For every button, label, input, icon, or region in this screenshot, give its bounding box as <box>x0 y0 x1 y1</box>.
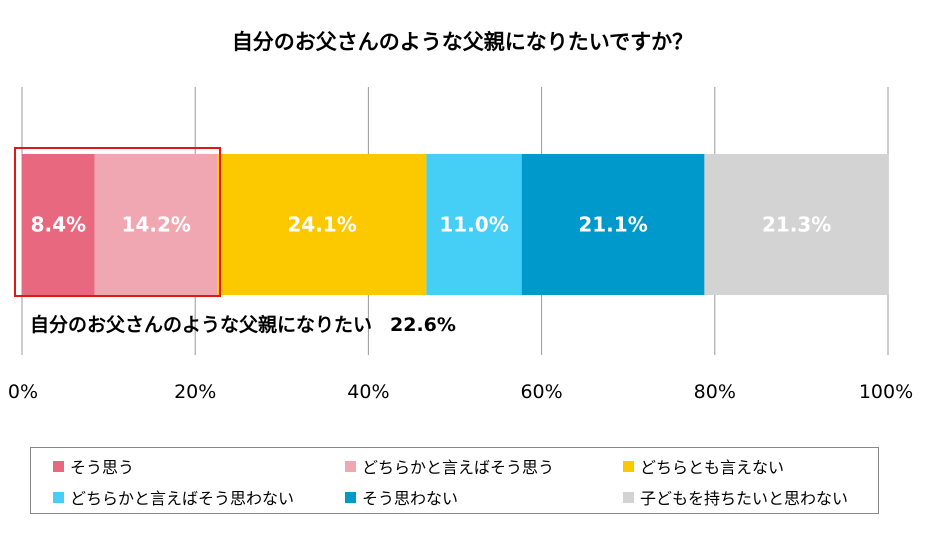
x-tick-label: 20% <box>174 381 216 403</box>
bar-segment <box>217 154 427 295</box>
bar-segment <box>94 154 218 295</box>
data-label: 14.2% <box>122 213 191 237</box>
legend-item: どちらかと言えばそう思わない <box>53 485 294 509</box>
legend-swatch <box>53 491 64 503</box>
annotation-text: 自分のお父さんのような父親になりたい <box>30 314 373 336</box>
x-tick-label: 60% <box>520 381 562 403</box>
stacked-bar-chart: 8.4% 14.2% 24.1% 11.0% 21.1% 21.3% 0% 20% 40% 60… <box>8 87 913 403</box>
legend-swatch <box>345 491 356 503</box>
legend-swatch <box>53 460 64 472</box>
legend-label: そう思わない <box>362 489 459 508</box>
highlight-box <box>14 147 221 297</box>
bar-segment <box>426 154 522 295</box>
x-axis-tick-labels: 0% 20% 40% 60% 80% 100% <box>8 381 913 403</box>
legend-label: どちらかと言えばそう思う <box>362 458 555 477</box>
data-label: 11.0% <box>439 213 508 237</box>
legend-label: そう思う <box>70 458 135 477</box>
bar-segment <box>704 154 889 295</box>
data-label: 21.1% <box>578 213 647 237</box>
legend-swatch <box>623 491 634 503</box>
bar-segments <box>22 154 889 295</box>
bar-segment <box>521 154 705 295</box>
legend-item: どちらかと言えばそう思う <box>345 454 554 478</box>
annotation-summary: 自分のお父さんのような父親になりたい 22.6% <box>30 310 456 337</box>
bar-segment <box>22 154 95 295</box>
data-label: 8.4% <box>31 213 86 237</box>
legend-label: どちらかと言えばそう思わない <box>70 489 295 508</box>
legend-item: どちらとも言えない <box>623 454 784 478</box>
segment-labels: 8.4% 14.2% 24.1% 11.0% 21.1% 21.3% <box>31 213 832 237</box>
legend: そう思う どちらかと言えばそう思う どちらとも言えないどちらかと言えばそう思わない そ… <box>30 447 879 514</box>
x-tick-label: 80% <box>694 381 736 403</box>
x-tick-label: 0% <box>8 381 38 403</box>
legend-item: 子どもを持ちたいと思わない <box>623 485 848 509</box>
legend-item: そう思う <box>53 454 134 478</box>
data-label: 21.3% <box>762 213 831 237</box>
x-tick-label: 100% <box>859 381 913 403</box>
legend-label: 子どもを持ちたいと思わない <box>640 489 849 508</box>
annotation-value: 22.6% <box>390 314 456 336</box>
legend-item: そう思わない <box>345 485 458 509</box>
legend-swatch <box>345 460 356 472</box>
x-tick-label: 40% <box>347 381 389 403</box>
legend-swatch <box>623 460 634 472</box>
data-label: 24.1% <box>287 213 356 237</box>
legend-label: どちらとも言えない <box>640 458 785 477</box>
chart-title: 自分のお父さんのような父親になりたいですか？ <box>231 30 694 54</box>
